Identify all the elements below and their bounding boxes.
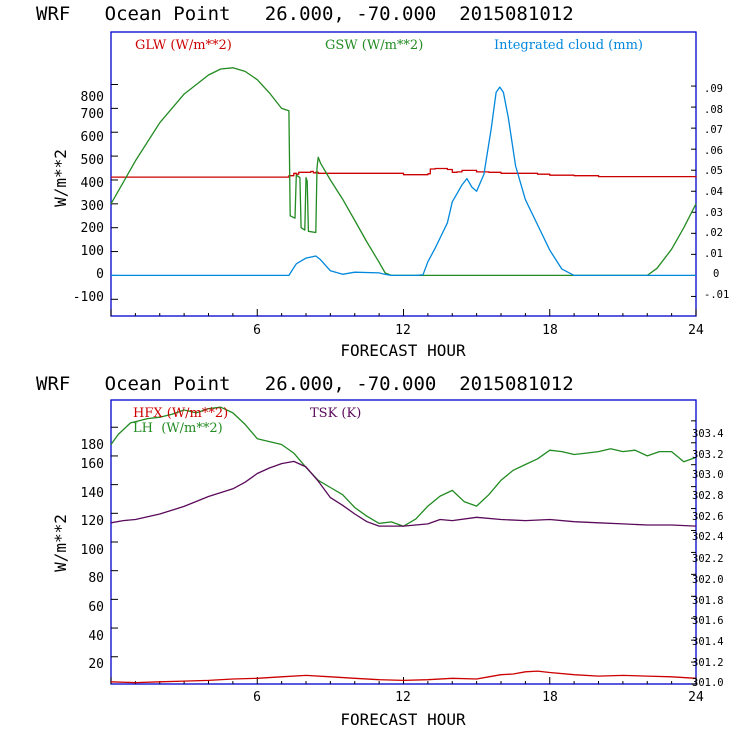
- x-tick-label: 12: [395, 323, 411, 338]
- y2-tick-label: .09: [704, 83, 723, 95]
- y-tick-label: -100: [73, 290, 104, 305]
- chart-title: WRF Ocean Point 26.000, -70.000 20150810…: [36, 373, 574, 395]
- legend-entry-hfx: HFX (W/m**2): [133, 406, 228, 421]
- y2-tick-label: 301.0: [692, 677, 724, 689]
- y2-tick-label: .06: [704, 145, 723, 157]
- x-tick-label: 24: [688, 323, 704, 338]
- series-hfx-line: [110, 670, 697, 684]
- y-tick-label: 800: [81, 90, 104, 105]
- y2-tick-label: 303.2: [692, 449, 724, 461]
- x-tick-label: 6: [253, 690, 261, 705]
- series-integrated-line: [111, 86, 696, 277]
- y-axis-title: W/m**2: [51, 149, 70, 207]
- y-tick-label: 0: [96, 267, 104, 282]
- series-tsk-line: [110, 460, 697, 527]
- y2-tick-label: .07: [704, 124, 723, 136]
- y2-tick-label: .08: [704, 104, 723, 116]
- x-axis-title: FORECAST HOUR: [340, 341, 466, 360]
- axis-ticks: [110, 420, 697, 685]
- chart-surface-fluxes: WRF Ocean Point 26.000, -70.000 20150810…: [36, 373, 724, 729]
- plot-frame: [110, 399, 697, 685]
- y2-tick-label: 303.0: [692, 469, 724, 481]
- series-gsw-line: [110, 67, 697, 277]
- y-tick-label: 600: [81, 130, 104, 145]
- y-tick-label: 500: [81, 153, 104, 168]
- x-axis-title: FORECAST HOUR: [340, 710, 466, 729]
- y2-tick-label: 303.4: [692, 428, 724, 440]
- axis-ticks: [110, 84, 697, 316]
- y2-tick-label: .04: [704, 186, 723, 198]
- y2-tick-label: 0: [713, 268, 719, 280]
- y-tick-label: 700: [81, 107, 104, 122]
- x-tick-label: 18: [542, 323, 558, 338]
- y2-tick-label: 302.0: [692, 574, 724, 586]
- y2-tick-label: 302.4: [692, 531, 724, 543]
- chart-title: WRF Ocean Point 26.000, -70.000 20150810…: [36, 3, 574, 25]
- x-tick-label: 6: [253, 323, 261, 338]
- legend-entry-gsw: GSW (W/m**2): [325, 38, 423, 53]
- y-tick-label: 200: [81, 221, 104, 236]
- y-tick-label: 80: [88, 571, 104, 586]
- y2-tick-label: .01: [704, 248, 723, 260]
- y-axis-title: W/m**2: [51, 514, 70, 572]
- chart-cloud-radiation: WRF Ocean Point 26.000, -70.000 20150810…: [36, 3, 729, 360]
- legend-entry-lh: LH (W/m**2): [133, 421, 223, 436]
- y-tick-label: 300: [81, 199, 104, 214]
- series-layer: [110, 406, 697, 684]
- y2-tick-label: 302.2: [692, 553, 724, 565]
- y-tick-label: 60: [88, 600, 104, 615]
- y-tick-label: 180: [81, 438, 104, 453]
- y2-tick-label: .02: [704, 227, 723, 239]
- y2-tick-label: 302.6: [692, 511, 724, 523]
- x-tick-label: 12: [395, 690, 411, 705]
- legend-entry-cloud: Integrated cloud (mm): [494, 38, 643, 53]
- x-tick-label: 24: [688, 690, 704, 705]
- y-tick-label: 100: [81, 244, 104, 259]
- y2-tick-label: 301.6: [692, 615, 724, 627]
- y2-tick-label: 302.8: [692, 490, 724, 502]
- series-glw-line: [111, 167, 697, 178]
- x-tick-label: 18: [542, 690, 558, 705]
- y-tick-label: 140: [81, 486, 104, 501]
- y-tick-label: 120: [81, 514, 104, 529]
- y2-tick-label: -.01: [704, 289, 729, 301]
- y2-tick-label: 301.8: [692, 595, 724, 607]
- y-tick-label: 160: [81, 457, 104, 472]
- y-tick-label: 20: [88, 657, 104, 672]
- y2-tick-label: .03: [704, 207, 723, 219]
- y-tick-label: 40: [88, 629, 104, 644]
- y2-tick-label: 301.2: [692, 657, 724, 669]
- y2-tick-label: 301.4: [692, 636, 724, 648]
- legend-entry-tsk: TSK (K): [310, 406, 361, 421]
- legend-entry-glw: GLW (W/m**2): [135, 38, 232, 53]
- series-layer: [110, 67, 697, 277]
- y-tick-label: 100: [81, 543, 104, 558]
- y-tick-label: 400: [81, 176, 104, 191]
- y2-tick-label: .05: [704, 165, 723, 177]
